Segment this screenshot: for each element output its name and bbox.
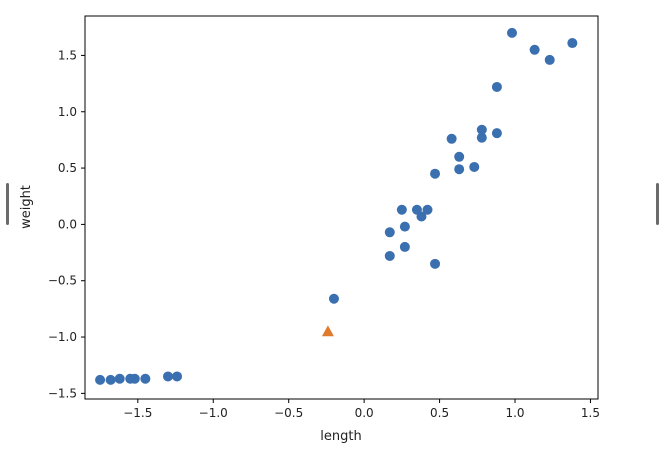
- circle-point: [384, 250, 395, 261]
- x-axis-label: length: [320, 429, 361, 444]
- circle-point: [162, 371, 173, 382]
- circle-point: [399, 241, 410, 252]
- left-resize-handle[interactable]: [6, 183, 9, 225]
- y-tick-label: 1.0: [58, 105, 77, 119]
- circle-point: [105, 374, 116, 385]
- plot-area: [84, 15, 599, 400]
- circle-point: [544, 54, 555, 65]
- y-axis-label: weight: [19, 185, 34, 229]
- y-tick-label: −1.0: [48, 330, 77, 344]
- circle-point: [476, 124, 487, 135]
- circle-point: [430, 258, 441, 269]
- x-tick-label: 1.5: [581, 406, 600, 420]
- y-tick-label: 0.5: [58, 161, 77, 175]
- x-tick-label: −1.0: [199, 406, 228, 420]
- circle-point: [491, 128, 502, 139]
- x-tick-label: −1.5: [123, 406, 152, 420]
- circle-point: [95, 374, 106, 385]
- right-resize-handle[interactable]: [656, 183, 659, 225]
- circle-point: [416, 211, 427, 222]
- circle-point: [140, 373, 151, 384]
- circle-point: [529, 44, 540, 55]
- circle-point: [328, 293, 339, 304]
- circle-point: [172, 371, 183, 382]
- y-tick-label: −0.5: [48, 274, 77, 288]
- x-axis: −1.5 −1.0 −0.5 0.0 0.5 1.0 1.5: [123, 399, 600, 420]
- x-tick-label: 1.0: [505, 406, 524, 420]
- circle-point: [422, 204, 433, 215]
- circle-point: [491, 81, 502, 92]
- circle-point: [476, 132, 487, 143]
- y-tick-label: 1.5: [58, 48, 77, 62]
- circle-point: [399, 221, 410, 232]
- circle-point: [396, 204, 407, 215]
- y-axis: −1.5 −1.0 −0.5 0.0 0.5 1.0 1.5: [48, 48, 85, 400]
- data-points: [95, 27, 578, 385]
- circle-point: [454, 164, 465, 175]
- x-tick-label: −0.5: [274, 406, 303, 420]
- circle-point: [430, 168, 441, 179]
- x-tick-label: 0.0: [355, 406, 374, 420]
- circle-point: [384, 227, 395, 238]
- circle-point: [114, 373, 125, 384]
- circle-point: [129, 373, 140, 384]
- x-tick-label: 0.5: [430, 406, 449, 420]
- circle-point: [454, 151, 465, 162]
- circle-point: [469, 161, 480, 172]
- y-tick-label: −1.5: [48, 386, 77, 400]
- y-tick-label: 0.0: [58, 217, 77, 231]
- triangle-point: [321, 325, 334, 337]
- circle-point: [506, 27, 517, 38]
- circle-point: [446, 133, 457, 144]
- circle-point: [567, 38, 578, 49]
